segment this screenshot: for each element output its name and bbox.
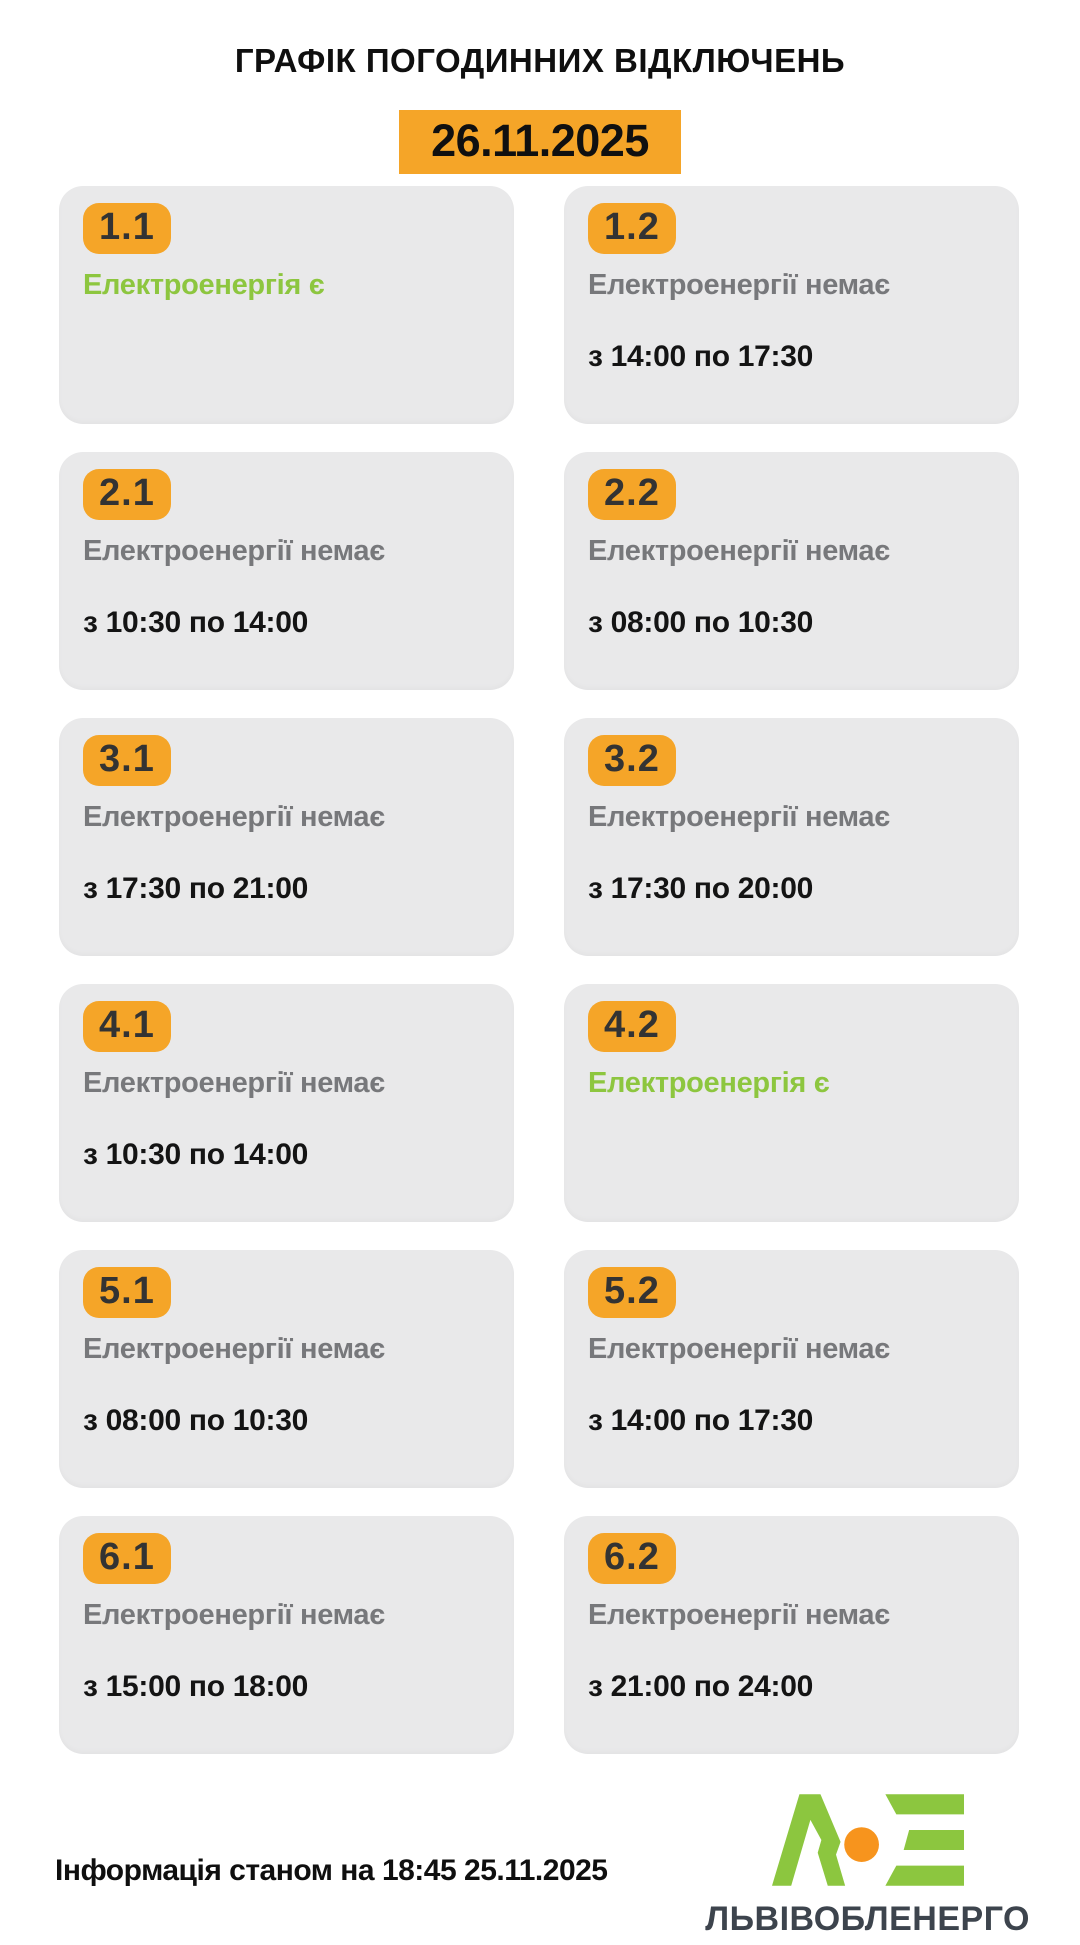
status-text: Електроенергії немає [83,1599,385,1631]
group-number-badge: 1.1 [83,203,171,254]
outage-time: з 17:30 по 21:00 [83,872,309,905]
group-number-badge: 3.2 [588,735,676,786]
outage-time: з 08:00 по 10:30 [83,1404,309,1437]
group-number-badge: 6.2 [588,1533,676,1584]
group-card-1-1: 1.1 Електроенергія є [59,186,514,424]
group-card-2-2: 2.2 Електроенергії немає з 08:00 по 10:3… [564,452,1019,690]
brand-logo: ЛЬВІВОБЛЕНЕРГО [705,1794,1030,1939]
group-card-2-1: 2.1 Електроенергії немає з 10:30 по 14:0… [59,452,514,690]
group-card-5-2: 5.2 Електроенергії немає з 14:00 по 17:3… [564,1250,1019,1488]
outage-time: з 08:00 по 10:30 [588,606,814,639]
brand-name: ЛЬВІВОБЛЕНЕРГО [705,1900,1030,1938]
outage-time: з 15:00 по 18:00 [83,1670,309,1703]
page-title: ГРАФІК ПОГОДИННИХ ВІДКЛЮЧЕНЬ [234,42,846,79]
group-card-3-2: 3.2 Електроенергії немає з 17:30 по 20:0… [564,718,1019,956]
outage-time: з 14:00 по 17:30 [588,1404,814,1437]
outage-time: з 17:30 по 20:00 [588,872,814,905]
outage-time: з 21:00 по 24:00 [588,1670,814,1703]
logo-e-bottom-bar [884,1865,964,1886]
group-number-badge: 2.2 [588,469,676,520]
group-number-badge: 4.1 [83,1001,171,1052]
status-text: Електроенергії немає [588,1333,890,1365]
group-number-badge: 2.1 [83,469,171,520]
status-text: Електроенергії немає [83,1333,385,1365]
status-text: Електроенергії немає [588,269,890,301]
group-number-badge: 1.2 [588,203,676,254]
status-text: Електроенергії немає [83,1067,385,1099]
group-card-6-1: 6.1 Електроенергії немає з 15:00 по 18:0… [59,1516,514,1754]
outage-time: з 10:30 по 14:00 [83,606,309,639]
group-card-3-1: 3.1 Електроенергії немає з 17:30 по 21:0… [59,718,514,956]
logo-e-top-bar [884,1794,964,1815]
logo-dot-shape [843,1827,879,1862]
footer: Інформація станом на 18:45 25.11.2025 ЛЬ… [55,1794,1030,1945]
group-card-4-1: 4.1 Електроенергії немає з 10:30 по 14:0… [59,984,514,1222]
group-card-4-2: 4.2 Електроенергія є [564,984,1019,1222]
status-text: Електроенергії немає [588,1599,890,1631]
logo-lambda-shape [771,1794,845,1886]
status-text: Електроенергії немає [83,801,385,833]
logo-e-mid-bar [903,1829,964,1851]
group-number-badge: 4.2 [588,1001,676,1052]
status-text: Електроенергії немає [83,535,385,567]
status-text: Електроенергії немає [588,535,890,567]
outage-time: з 10:30 по 14:00 [83,1138,309,1171]
footer-note: Інформація станом на 18:45 25.11.2025 [55,1854,608,1887]
group-number-badge: 3.1 [83,735,171,786]
status-text: Електроенергії немає [588,801,890,833]
date-badge: 26.11.2025 [399,110,681,174]
status-text: Електроенергія є [588,1067,830,1099]
group-card-6-2: 6.2 Електроенергії немає з 21:00 по 24:0… [564,1516,1019,1754]
group-number-badge: 5.2 [588,1267,676,1318]
outage-time: з 14:00 по 17:30 [588,340,814,373]
group-card-5-1: 5.1 Електроенергії немає з 08:00 по 10:3… [59,1250,514,1488]
group-card-1-2: 1.2 Електроенергії немає з 14:00 по 17:3… [564,186,1019,424]
status-text: Електроенергія є [83,269,325,301]
group-number-badge: 6.1 [83,1533,171,1584]
groups-grid: 1.1 Електроенергія є 1.2 Електроенергії … [59,186,1019,1754]
group-number-badge: 5.1 [83,1267,171,1318]
loe-logo-icon [771,1794,964,1886]
